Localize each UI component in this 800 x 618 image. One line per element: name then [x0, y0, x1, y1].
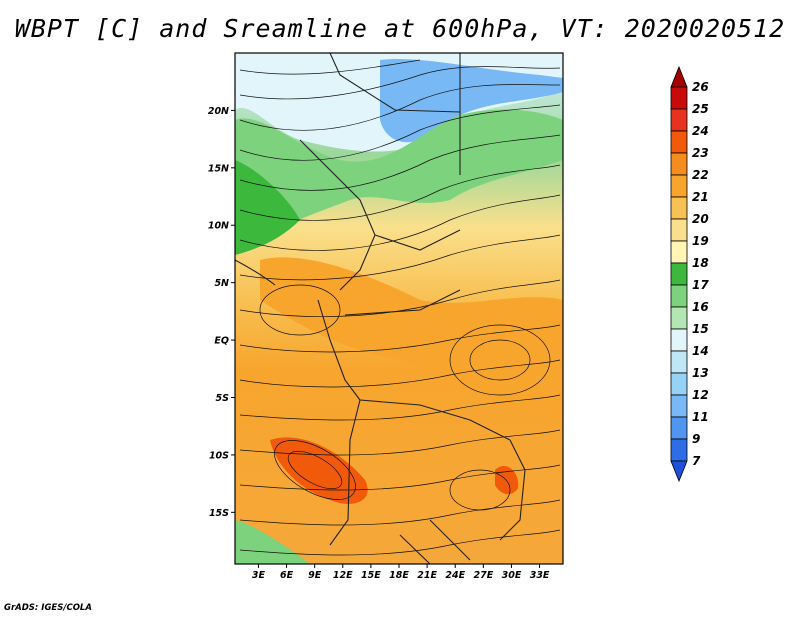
lat-tick-label: 20N	[208, 106, 229, 117]
colorbar-bottom-arrow	[670, 460, 688, 483]
colorbar-label: 7	[692, 454, 701, 468]
grads-credit: GrADS: IGES/COLA	[4, 603, 92, 613]
colorbar-box	[670, 262, 688, 286]
lat-tick-label: 15N	[208, 163, 229, 174]
colorbar-box	[670, 372, 688, 396]
colorbar-label: 11	[692, 410, 709, 424]
colorbar-box	[670, 196, 688, 220]
colorbar-label: 20	[692, 212, 709, 226]
colorbar-label: 14	[692, 344, 709, 358]
field-green-west	[235, 160, 300, 255]
colorbar-label: 13	[692, 366, 709, 380]
colorbar-label: 9	[692, 432, 700, 446]
country-boundaries	[235, 53, 526, 564]
lat-tick-label: 5N	[214, 278, 229, 289]
field-cool-region	[380, 58, 563, 143]
colorbar-label: 12	[692, 388, 709, 402]
colorbar-label: 26	[692, 80, 709, 94]
colorbar-box	[670, 218, 688, 242]
colorbar-label: 21	[692, 190, 709, 204]
lon-tick-label: 27E	[473, 570, 493, 581]
colorbar-label: 18	[692, 256, 709, 270]
colorbar-box	[670, 240, 688, 264]
lon-tick-label: 15E	[361, 570, 381, 581]
lon-tick-label: 12E	[333, 570, 353, 581]
streamlines	[239, 59, 561, 556]
colorbar-top-arrow	[670, 65, 688, 88]
lon-tick-label: 9E	[308, 570, 322, 581]
colorbar-box	[670, 174, 688, 198]
colorbar-box	[670, 152, 688, 176]
lat-tick-label: 15S	[209, 508, 229, 519]
lon-tick-label: 6E	[280, 570, 294, 581]
lon-tick-label: 24E	[445, 570, 465, 581]
colorbar-label: 23	[692, 146, 709, 160]
lat-tick-label: 5S	[216, 393, 230, 404]
lon-tick-label: 30E	[502, 570, 522, 581]
colorbar-label: 24	[692, 124, 709, 138]
colorbar-box	[670, 108, 688, 132]
lat-tick-label: EQ	[214, 336, 229, 347]
lat-tick-label: 10N	[208, 221, 229, 232]
chart-title: WBPT [C] and Sreamline at 600hPa, VT: 20…	[14, 14, 786, 43]
map-panel	[235, 53, 563, 564]
longitude-axis: 3E 6E 9E 12E 15E 18E 21E 24E 27E 30E 33E	[252, 564, 550, 581]
colorbar-box	[670, 306, 688, 330]
colorbar: 26 25 24 23 22 21 20 19 18 17 16 15 14 13 12 11 9 7	[670, 65, 709, 483]
colorbar-box	[670, 394, 688, 418]
colorbar-label: 16	[692, 300, 709, 314]
colorbar-label: 22	[692, 168, 709, 182]
field-green-southwest	[235, 520, 310, 564]
colorbar-label: 25	[692, 102, 709, 116]
lon-tick-label: 3E	[252, 570, 266, 581]
colorbar-box	[670, 284, 688, 308]
colorbar-box	[670, 438, 688, 462]
colorbar-box	[670, 416, 688, 440]
colorbar-box	[670, 130, 688, 154]
colorbar-box	[670, 350, 688, 374]
colorbar-box	[670, 328, 688, 352]
lat-tick-label: 10S	[209, 450, 229, 461]
lon-tick-label: 18E	[389, 570, 409, 581]
lon-tick-label: 21E	[417, 570, 437, 581]
colorbar-label: 19	[692, 234, 709, 248]
lon-tick-label: 33E	[530, 570, 550, 581]
colorbar-label: 15	[692, 322, 709, 336]
latitude-axis: 20N 15N 10N 5N EQ 5S 10S 15S	[208, 106, 235, 519]
colorbar-box	[670, 86, 688, 110]
field-green-belt	[235, 109, 563, 250]
colorbar-label: 17	[692, 278, 709, 292]
field-warm-core	[260, 257, 563, 420]
